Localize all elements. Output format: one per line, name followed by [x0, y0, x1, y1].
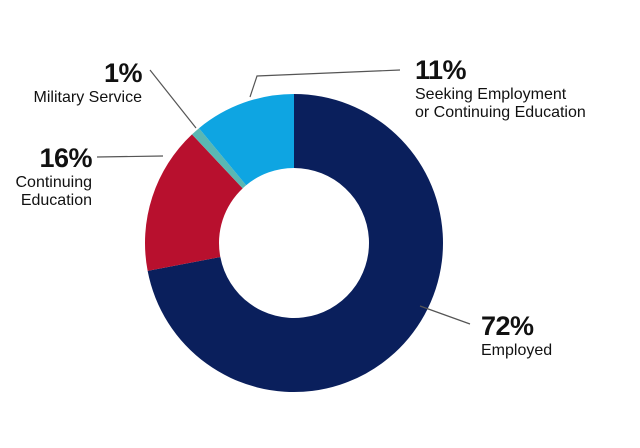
donut-slices — [145, 94, 443, 392]
slice-category-label: Employed — [481, 342, 553, 360]
leader-line-military — [149, 69, 197, 129]
leader-lines — [96, 69, 471, 325]
slice-continuing-education — [145, 134, 243, 271]
leader-line-continuing — [96, 155, 164, 158]
slice-employed — [147, 94, 443, 392]
slice-military-service — [192, 128, 247, 189]
slice-value-label: 72% — [481, 311, 534, 341]
slice-category-label: Military Service — [33, 89, 142, 107]
label-continuing: 16% Continuing Education — [0, 143, 93, 211]
label-military: 1% Military Service — [14, 58, 143, 107]
leader-line-seeking — [249, 69, 401, 98]
slice-category-label: Continuing Education — [15, 174, 93, 210]
slice-value-label: 11% — [415, 55, 467, 85]
slice-category-label: Seeking Employment or Continuing Educatio… — [415, 86, 586, 122]
slice-value-label: 16% — [39, 143, 92, 173]
label-seeking: 11% Seeking Employment or Continuing Educ… — [415, 55, 625, 123]
slice-value-label: 1% — [103, 58, 143, 88]
slice-seeking-employment-or-continuing-education — [199, 94, 294, 186]
leader-line-employed — [419, 305, 471, 325]
label-employed: 72% Employed — [481, 311, 552, 360]
